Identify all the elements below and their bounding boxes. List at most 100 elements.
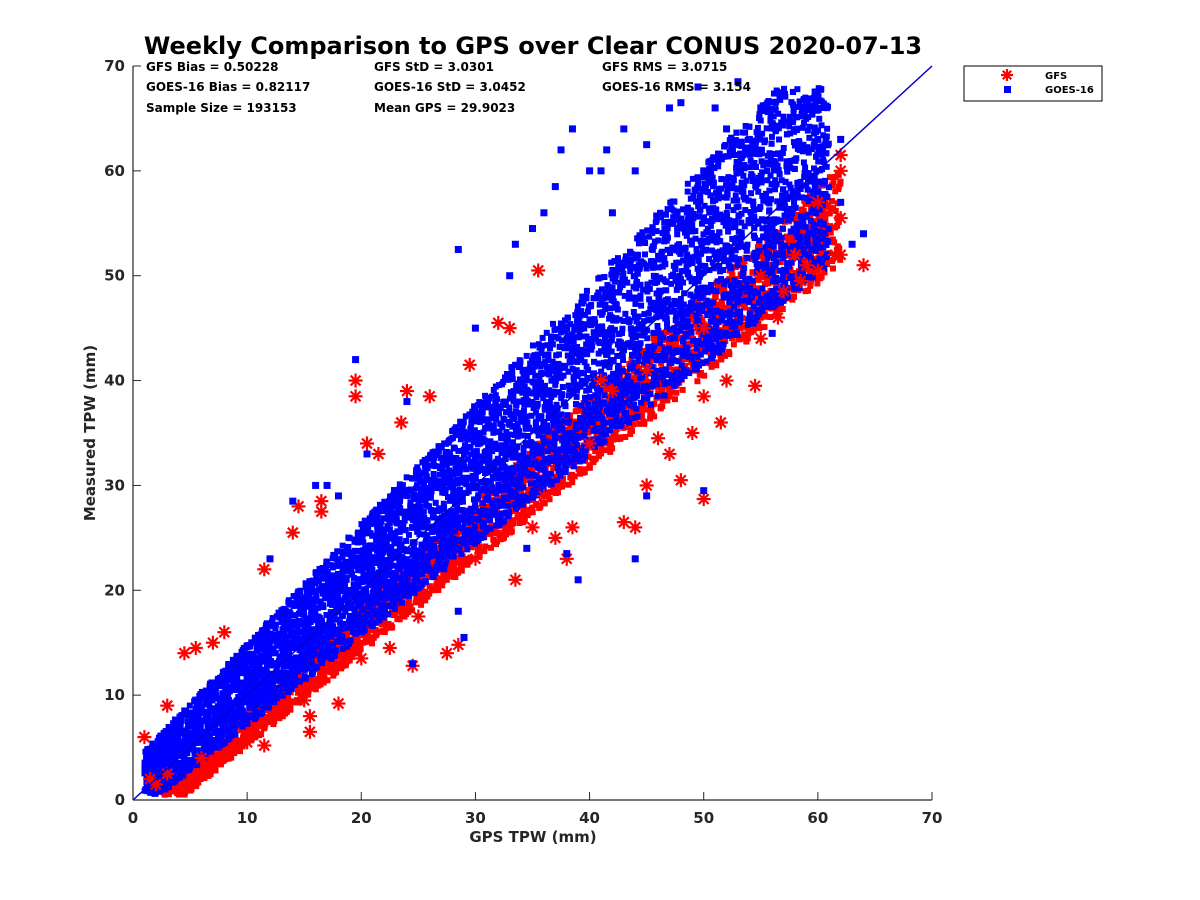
gfs-point (314, 504, 329, 519)
chart-title: Weekly Comparison to GPS over Clear CONU… (144, 32, 922, 60)
x-tick-label: 60 (807, 809, 828, 827)
gfs-point (639, 363, 654, 378)
y-tick-label: 40 (104, 372, 125, 390)
goes-16-point (711, 104, 719, 112)
stat-goes-std: GOES-16 StD = 3.0452 (374, 80, 526, 94)
gfs-point (673, 473, 688, 488)
goes-16-point (620, 125, 628, 133)
gfs-point (348, 373, 363, 388)
gfs-point (394, 415, 409, 430)
gfs-point (137, 730, 152, 745)
gfs-point (502, 321, 517, 336)
gfs-point (462, 357, 477, 372)
y-tick-label: 10 (104, 686, 125, 704)
gfs-point (451, 637, 466, 652)
goes-16-point (540, 209, 548, 217)
gfs-point (662, 446, 677, 461)
gfs-point (616, 515, 631, 530)
gfs-point (788, 247, 803, 262)
goes-16-point (460, 633, 468, 641)
gfs-point (240, 730, 255, 745)
gfs-point (359, 436, 374, 451)
gfs-point (833, 163, 848, 178)
stat-goes-rms: GOES-16 RMS = 3.154 (602, 80, 751, 94)
gfs-point (536, 488, 551, 503)
goes-16-point (312, 481, 320, 489)
goes-16-point (643, 492, 651, 500)
plot-area (132, 65, 933, 801)
goes-16-point (700, 487, 708, 495)
gfs-point (753, 331, 768, 346)
gfs-point (651, 431, 666, 446)
goes-16-point (597, 167, 605, 175)
gfs-point (297, 693, 312, 708)
gfs-point (194, 751, 209, 766)
stat-gfs-std: GFS StD = 3.0301 (374, 60, 494, 74)
goes-16-point (677, 99, 685, 107)
gfs-point (793, 273, 808, 288)
gfs-point (217, 625, 232, 640)
goes-16-point (574, 576, 582, 584)
goes-16-point (814, 135, 822, 143)
goes-16-point (837, 135, 845, 143)
legend-goes-marker (1004, 86, 1011, 93)
gfs-point (565, 520, 580, 535)
y-axis-label: Measured TPW (mm) (81, 345, 99, 521)
gfs-point (696, 492, 711, 507)
goes-16-point (723, 125, 731, 133)
gfs-point (776, 284, 791, 299)
gfs-point (696, 321, 711, 336)
gfs-point (770, 310, 785, 325)
goes-16-point (745, 135, 753, 143)
gfs-point (810, 263, 825, 278)
y-tick-label: 60 (104, 162, 125, 180)
goes-16-point (471, 324, 479, 332)
goes-16-point (757, 104, 765, 112)
stat-mean-gps: Mean GPS = 29.9023 (374, 101, 515, 115)
goes-16-point (454, 607, 462, 615)
goes-16-point (734, 78, 742, 86)
x-tick-label: 70 (922, 809, 943, 827)
series-gfs (137, 148, 871, 792)
gfs-point (382, 640, 397, 655)
gfs-point (177, 646, 192, 661)
gfs-point (354, 651, 369, 666)
y-tick-label: 20 (104, 581, 125, 599)
goes-16-point (409, 660, 417, 668)
goes-16-point (551, 183, 559, 191)
goes-16-point (363, 450, 371, 458)
gfs-point (713, 415, 728, 430)
y-tick-label: 0 (115, 791, 125, 809)
gfs-point (508, 572, 523, 587)
gfs-point (799, 258, 814, 273)
goes-16-point (403, 398, 411, 406)
goes-density-band (141, 85, 832, 797)
annotations: Weekly Comparison to GPS over Clear CONU… (81, 32, 922, 846)
y-tick-label: 50 (104, 267, 125, 285)
gfs-point (160, 698, 175, 713)
x-tick-label: 10 (237, 809, 258, 827)
gfs-point (188, 640, 203, 655)
gfs-point (371, 446, 386, 461)
goes-16-point (643, 141, 651, 149)
goes-16-point (837, 198, 845, 206)
goes-16-point (608, 209, 616, 217)
gfs-point (753, 268, 768, 283)
x-tick-label: 0 (128, 809, 138, 827)
y-tick-label: 70 (104, 57, 125, 75)
goes-16-point (506, 272, 514, 280)
goes-16-point (802, 146, 810, 154)
goes-16-point (694, 83, 702, 91)
goes-16-point (848, 240, 856, 248)
gfs-point (302, 709, 317, 724)
gfs-point (605, 384, 620, 399)
gfs-point (331, 696, 346, 711)
goes-16-point (568, 125, 576, 133)
goes-16-point (860, 230, 868, 238)
gfs-point (639, 478, 654, 493)
goes-16-point (791, 156, 799, 164)
goes-16-point (352, 356, 360, 364)
gfs-point (348, 389, 363, 404)
stat-sample-size: Sample Size = 193153 (146, 101, 297, 115)
